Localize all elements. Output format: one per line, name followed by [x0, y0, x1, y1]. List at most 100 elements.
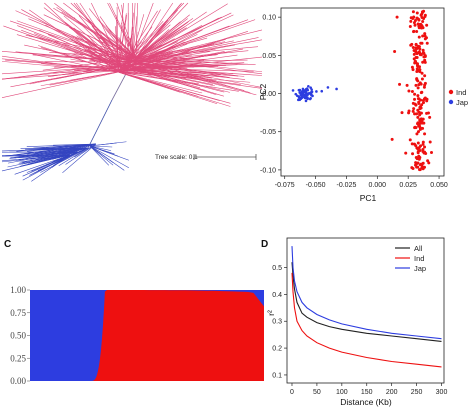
pca-point-ind: [421, 34, 425, 38]
ld-x-tick-label: 300: [436, 389, 448, 396]
pca-point-ind: [420, 77, 424, 81]
pca-point-ind: [415, 30, 419, 34]
pca-point-ind: [407, 109, 411, 113]
admixture-plot: 0.00 0.25 0.50 0.75 1.00: [10, 285, 264, 386]
pca-point-ind: [411, 166, 415, 170]
pca-x-tick-label: 0.050: [430, 182, 448, 189]
ld-legend: All Ind Jap: [395, 244, 426, 273]
pca-point-ind: [417, 124, 421, 128]
tree-branch-jap: [89, 145, 114, 163]
pca-point-ind: [427, 161, 431, 165]
pca-x-ticks: -0.075 -0.050 -0.025 0.000 0.025 0.050: [275, 176, 448, 189]
pca-y-tick-label: -0.05: [260, 129, 276, 136]
tree-branch-ind: [40, 69, 129, 87]
pca-point-ind: [416, 121, 420, 125]
pca-point-ind: [428, 140, 432, 144]
ld-y-ticks: 0.1 0.2 0.3 0.4 0.5: [272, 265, 287, 379]
pca-point-ind: [416, 141, 420, 145]
tree-branch-ind: [117, 11, 207, 73]
pca-point-ind: [421, 101, 425, 105]
pca-point-ind: [413, 102, 417, 106]
tree-branch-jap: [58, 147, 89, 166]
ld-frame: [286, 237, 445, 384]
tree-branch-ind: [117, 43, 188, 73]
phylogenetic-tree: [1, 2, 263, 182]
pca-point-ind: [419, 53, 423, 57]
ld-y-tick-label: 0.4: [272, 292, 282, 299]
admixture-y-tick-label: 0.75: [10, 308, 26, 318]
pca-x-tick-label: 0.000: [369, 182, 387, 189]
pca-point-ind: [415, 11, 419, 15]
pca-y-tick-label: -0.10: [260, 167, 276, 174]
pca-point-jap: [298, 91, 302, 94]
ld-x-tick-label: 100: [336, 389, 348, 396]
tree-branch-ind: [117, 71, 203, 94]
pca-point-ind: [412, 107, 416, 111]
pca-point-ind: [423, 34, 427, 38]
pca-point-ind: [413, 23, 417, 27]
pca-point-ind: [410, 142, 414, 146]
pca-x-label: PC1: [360, 193, 377, 203]
pca-point-ind: [420, 16, 424, 20]
tree-branch-ind: [127, 12, 134, 71]
pca-point-ind: [413, 112, 417, 116]
pca-point-ind: [418, 24, 422, 28]
pca-point-ind: [417, 154, 421, 158]
pca-point-ind: [425, 41, 429, 45]
tree-branch-jap: [9, 143, 97, 156]
pca-point-ind: [423, 37, 427, 41]
pca-point-ind: [414, 83, 418, 87]
pca-point-ind: [416, 86, 420, 90]
tree-branch-ind: [129, 67, 203, 79]
tree-branch-ind: [129, 67, 225, 93]
pca-point-ind: [419, 91, 423, 95]
ld-y-label: r²: [266, 310, 276, 316]
ld-x-label: Distance (Kb): [340, 397, 392, 407]
tree-branch-jap: [27, 151, 79, 165]
tree-scale: Tree scale: 0.1: [155, 154, 257, 161]
pca-point-ind: [415, 132, 419, 136]
tree-branch-jap: [65, 143, 97, 165]
ld-lines: [291, 246, 442, 368]
pca-point-ind: [416, 115, 420, 119]
pca-point-ind: [419, 82, 423, 86]
pca-point-ind: [416, 165, 420, 169]
tree-branch-ind: [15, 51, 133, 63]
pca-point-ind: [393, 50, 397, 54]
tree-branch-ind: [129, 67, 254, 72]
pca-point-ind: [423, 60, 427, 64]
tree-branch-ind: [109, 2, 137, 59]
pca-point-ind: [411, 46, 415, 50]
tree-branch-jap: [51, 151, 79, 157]
pca-point-ind: [418, 118, 422, 122]
tree-branch-jap: [54, 151, 79, 164]
pca-point-ind: [407, 89, 411, 93]
pca-point-ind: [420, 165, 424, 169]
pca-point-ind: [421, 48, 425, 52]
tree-branch-ind: [63, 15, 129, 71]
pca-y-label: PC2: [258, 83, 268, 100]
admixture-ind-area: [90, 290, 264, 381]
tree-branch-jap: [89, 145, 115, 155]
pca-point-ind: [421, 19, 425, 23]
pca-frame: [280, 7, 445, 177]
tree-backbone: [111, 69, 129, 101]
pca-point-ind: [420, 10, 424, 14]
ld-line-ind: [291, 272, 442, 368]
pca-point-ind: [423, 83, 427, 87]
pca-point-ind: [395, 15, 399, 19]
legend-marker-jap: [448, 99, 454, 105]
pca-point-ind: [420, 119, 424, 123]
ld-line-jap: [291, 246, 442, 340]
tree-branch-ind: [1, 69, 129, 80]
pca-point-ind: [413, 19, 417, 23]
pca-point-ind: [414, 126, 418, 130]
pca-point-ind: [429, 151, 433, 155]
pca-point-ind: [411, 10, 415, 14]
legend-label-all: All: [414, 244, 423, 253]
pca-point-ind: [420, 41, 424, 45]
pca-point-ind: [410, 90, 414, 94]
pca-point-ind: [414, 46, 418, 50]
tree-branch-ind: [117, 71, 217, 77]
pca-point-jap: [298, 96, 301, 99]
